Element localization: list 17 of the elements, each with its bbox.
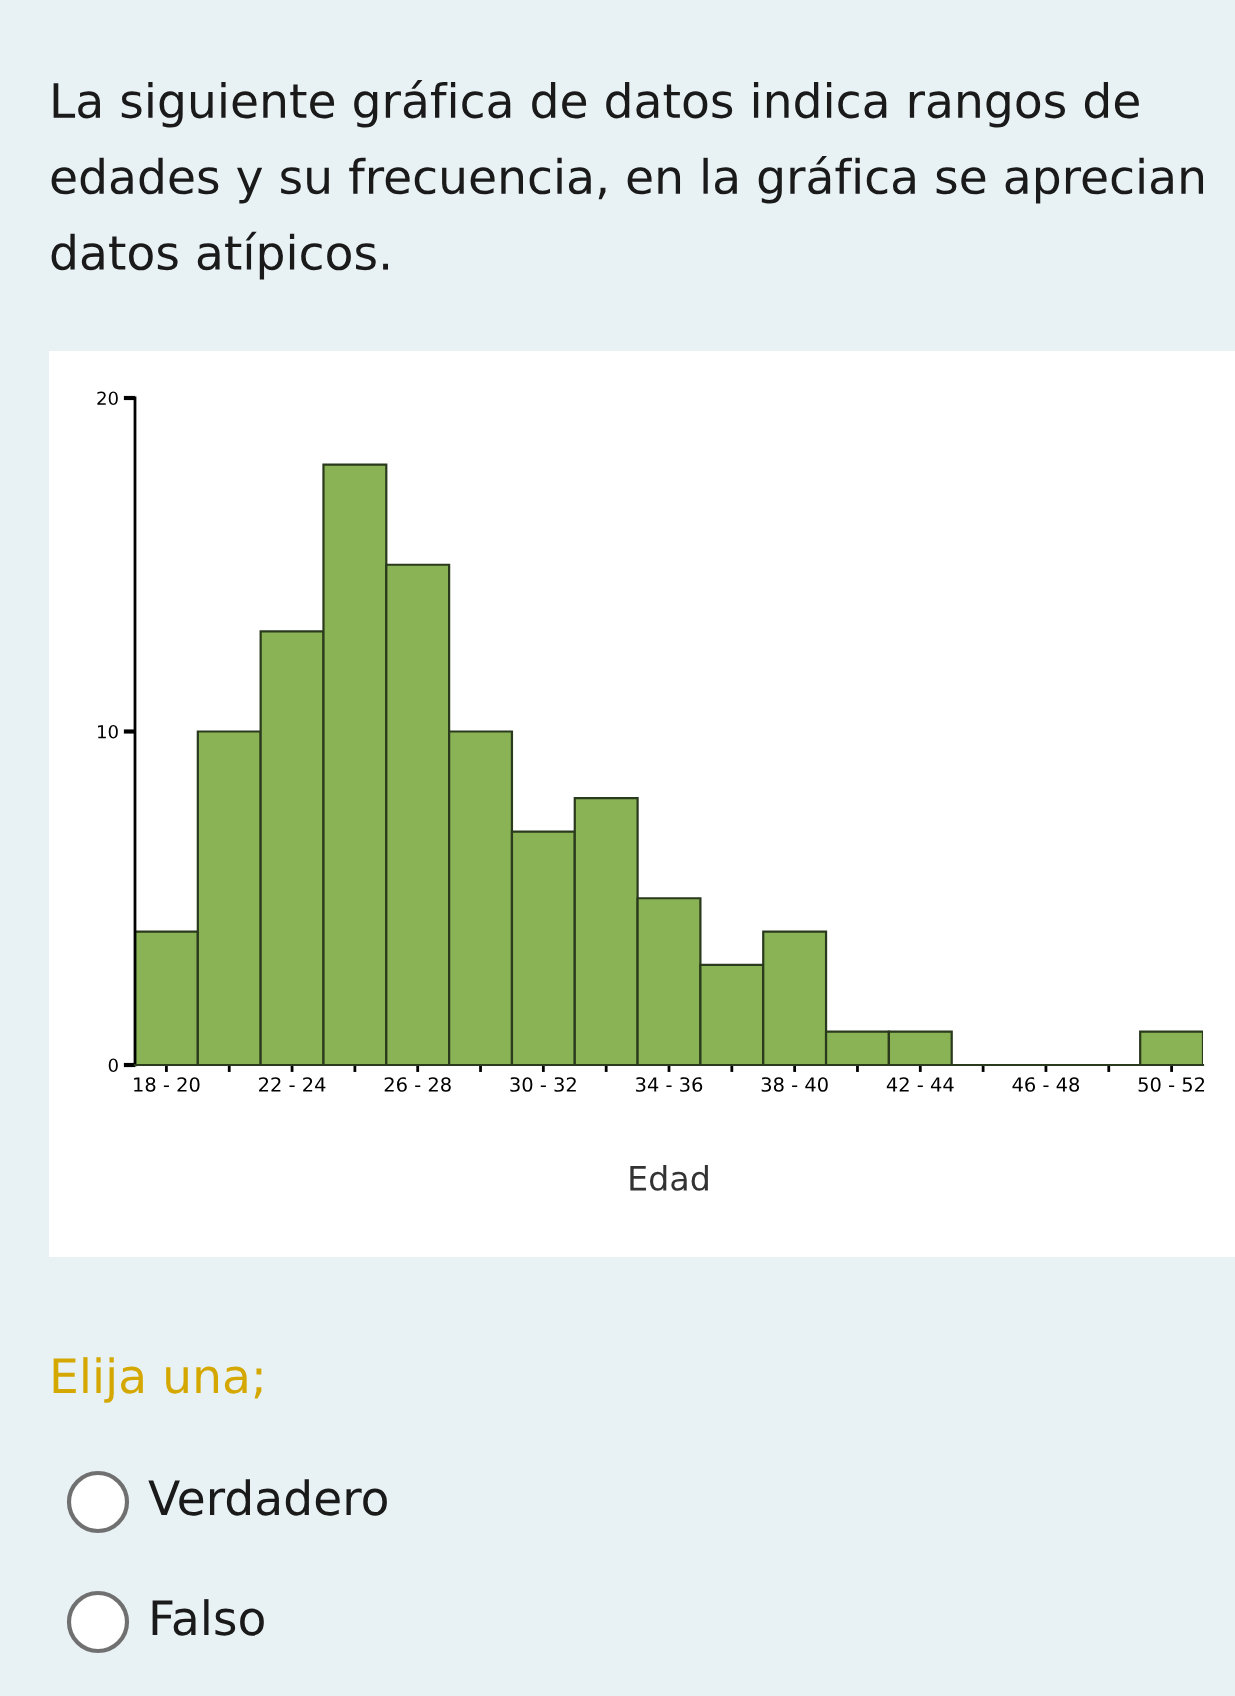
text: Verdadero [148, 1479, 387, 1516]
text: Falso [152, 1599, 264, 1636]
y-tick-label: 10 [98, 724, 118, 739]
chart-title: La siguiente gráfica de datos indica rangos de edades y su frecuencia, en la gráfica se aprecian datos atípicos. [51, 80, 1204, 280]
x-tick-label: 46 - 48 [1012, 1077, 1080, 1092]
x-tick-label: 50 - 52 [1138, 1077, 1205, 1092]
y-tick-label: 0 [108, 1058, 118, 1073]
x-tick-label: 18 - 20 [134, 1077, 200, 1092]
y-tick-label: 20 [97, 391, 118, 406]
text: Elija una; [53, 1357, 262, 1403]
x-tick-label: 22 - 24 [259, 1077, 326, 1092]
x-tick-label: 42 - 44 [886, 1077, 954, 1092]
x-axis-title: Edad [630, 1165, 708, 1191]
x-tick-label: 26 - 28 [384, 1077, 451, 1092]
x-tick-label: 30 - 32 [510, 1077, 576, 1092]
x-tick-label: 34 - 36 [636, 1077, 703, 1092]
x-tick-label: 38 - 40 [761, 1077, 828, 1092]
